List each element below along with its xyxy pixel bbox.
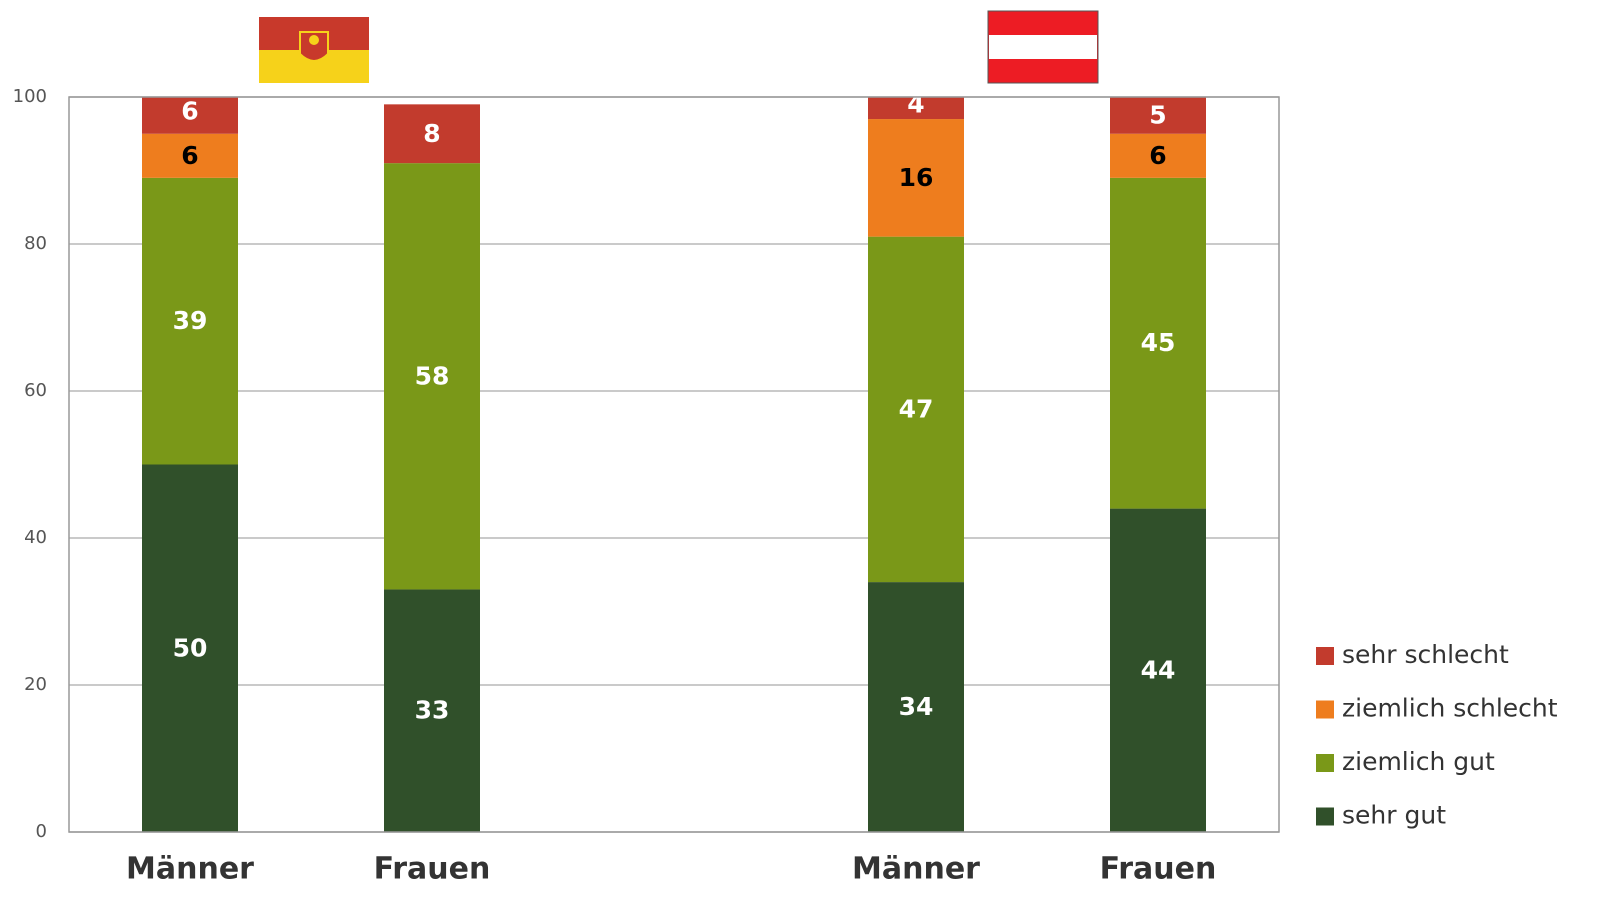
legend-swatch (1316, 700, 1334, 719)
value-label: 34 (899, 692, 934, 721)
bar-segment (142, 97, 238, 134)
y-tick-label: 0 (36, 821, 47, 842)
legend-label: sehr schlecht (1342, 640, 1509, 669)
bar-segment (868, 119, 964, 237)
value-label: 5 (1149, 100, 1166, 129)
value-label: 6 (181, 97, 198, 126)
bar-segment (1110, 97, 1206, 134)
bar-segment (868, 582, 964, 832)
value-label: 8 (423, 119, 440, 148)
y-tick-label: 60 (24, 380, 47, 401)
y-tick-label: 80 (24, 233, 47, 254)
x-tick-label: Männer (852, 852, 980, 887)
bar-segment (142, 133, 238, 178)
legend-label: ziemlich schlecht (1342, 694, 1558, 723)
bar-segment (384, 163, 480, 590)
value-label: 58 (415, 361, 450, 390)
bar-segment (868, 236, 964, 583)
bar-segment (142, 464, 238, 832)
y-tick-label: 20 (24, 674, 47, 695)
value-label: 6 (181, 141, 198, 170)
legend-label: ziemlich gut (1342, 747, 1495, 776)
x-tick-label: Frauen (1100, 852, 1217, 887)
bar-segment (1110, 177, 1206, 509)
y-tick-label: 40 (24, 527, 47, 548)
x-tick-label: Männer (126, 852, 254, 887)
bar-segment (142, 177, 238, 465)
value-label: 6 (1149, 141, 1166, 170)
bar-segment (384, 104, 480, 164)
bar-segment (868, 97, 964, 120)
value-label: 16 (899, 163, 934, 192)
value-label: 47 (899, 394, 934, 423)
legend-swatch (1316, 647, 1334, 665)
flag-burgenland (259, 17, 369, 83)
value-label: 45 (1141, 328, 1176, 357)
bar-segment (1110, 508, 1206, 832)
value-label: 39 (173, 306, 208, 335)
legend-swatch (1316, 754, 1334, 772)
value-label: 44 (1141, 655, 1176, 684)
legend-label: sehr gut (1342, 801, 1446, 830)
x-tick-label: Frauen (374, 852, 491, 887)
flag-austria (987, 10, 1099, 84)
y-tick-label: 100 (13, 86, 47, 107)
bar-segment (384, 589, 480, 832)
value-label: 4 (907, 89, 924, 118)
value-label: 33 (415, 696, 450, 725)
value-label: 50 (173, 633, 208, 662)
plot-frame (68, 96, 1280, 833)
legend-swatch (1316, 807, 1334, 826)
bar-segment (1110, 133, 1206, 178)
